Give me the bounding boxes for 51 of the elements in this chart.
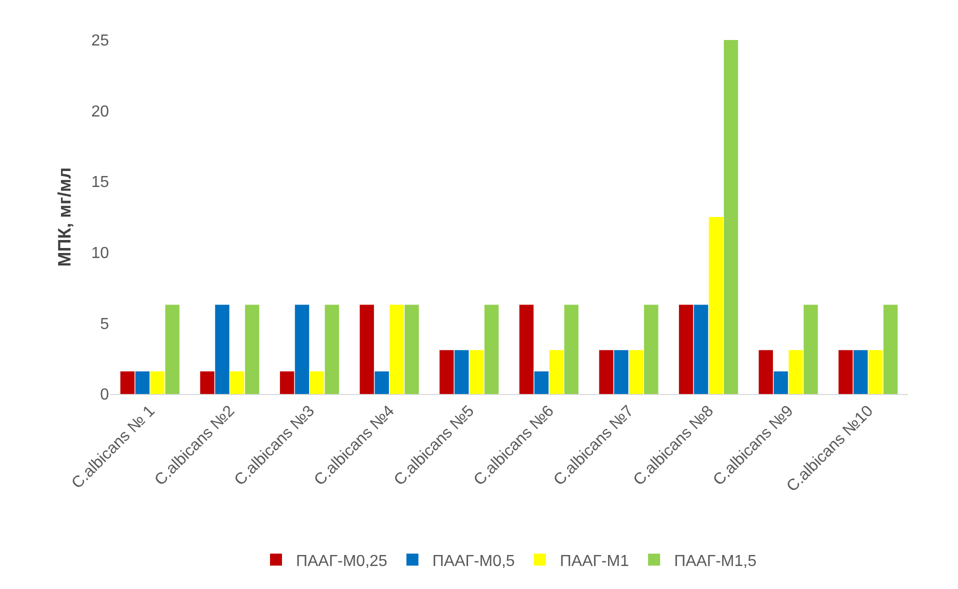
bar [165,304,180,394]
y-tick-label: 0 [100,386,110,404]
bar [200,371,214,394]
legend-label: ПААГ-М1,5 [674,552,757,570]
bar [404,304,419,394]
bar [374,371,389,394]
bar [150,371,164,394]
bar [120,371,135,394]
bar [774,371,788,394]
bar [245,304,260,394]
bar [534,371,549,394]
bar [883,304,898,394]
bar [469,350,484,394]
bar [838,350,853,394]
bar [724,40,738,394]
bar [215,304,230,394]
bar [694,304,708,394]
bar [854,350,868,394]
bar [390,304,404,394]
bar [629,350,644,394]
bar [758,350,773,394]
bar [230,371,244,394]
bar [484,304,499,394]
y-axis-title: МПК, мг/мл [54,167,74,267]
legend-label: ПААГ-М0,25 [296,552,388,570]
bar [804,304,818,394]
bar [360,304,374,394]
bar [324,304,340,394]
bar [549,350,564,394]
bar [280,371,294,394]
y-tick-label: 10 [91,245,110,262]
bar [294,304,310,394]
bar [519,304,534,394]
bar [868,350,883,394]
bar [564,304,578,394]
bar [454,350,469,394]
y-tick-label: 5 [100,316,110,333]
legend-label: ПААГ-М1 [560,552,630,570]
legend-label: ПААГ-М0,5 [432,552,515,570]
bar [599,350,614,394]
bar [310,371,324,394]
bar [788,350,803,394]
y-tick-label: 15 [91,174,110,192]
bar [614,350,628,394]
y-tick-label: 20 [91,103,110,120]
bar [135,371,150,394]
bar [644,304,658,394]
bar [678,304,694,394]
y-tick-label: 25 [91,32,110,50]
bar [708,217,724,394]
bar [440,350,454,394]
